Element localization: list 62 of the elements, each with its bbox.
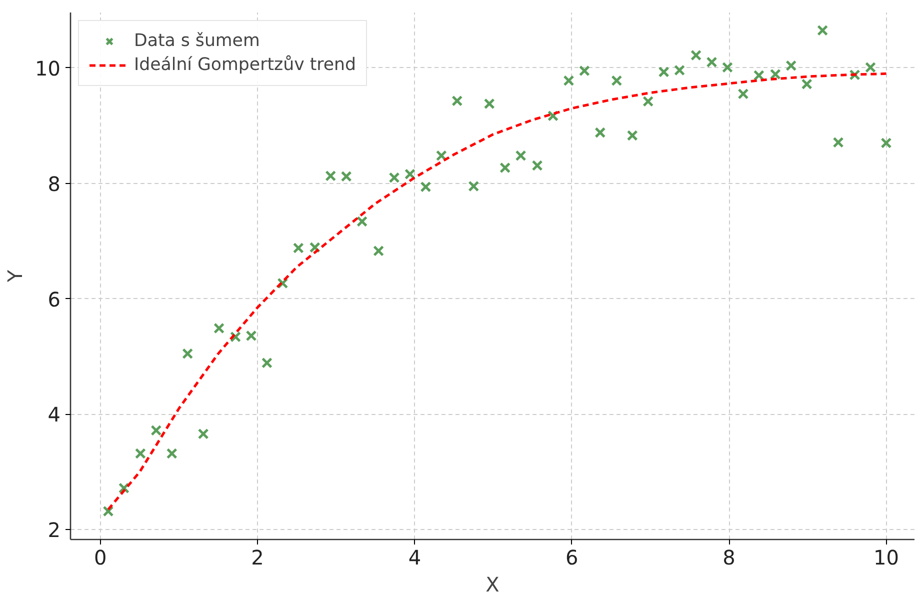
point xyxy=(753,70,764,81)
point xyxy=(356,216,368,227)
point xyxy=(722,62,733,73)
point xyxy=(468,180,480,192)
x-tick-label: 10 xyxy=(873,546,899,570)
point xyxy=(817,24,828,36)
point xyxy=(261,357,272,368)
point xyxy=(214,322,225,334)
point xyxy=(770,68,781,80)
point xyxy=(865,62,876,73)
point xyxy=(658,66,670,78)
point xyxy=(404,168,416,180)
point xyxy=(611,75,622,86)
x-tick-label: 4 xyxy=(408,546,422,570)
point xyxy=(325,170,336,182)
point xyxy=(246,330,257,342)
point xyxy=(500,162,511,174)
point xyxy=(801,78,812,90)
point xyxy=(578,65,590,76)
point xyxy=(230,331,242,342)
point xyxy=(706,56,718,68)
point xyxy=(373,245,384,256)
x-tick-label: 8 xyxy=(722,546,736,570)
y-tick-label: 2 xyxy=(48,518,61,542)
y-tick-label: 4 xyxy=(48,402,61,427)
point xyxy=(292,242,304,254)
point xyxy=(690,50,702,61)
point xyxy=(118,482,130,494)
point xyxy=(388,172,400,184)
line-series xyxy=(106,72,888,511)
point xyxy=(182,348,194,360)
point xyxy=(420,181,432,192)
point xyxy=(642,96,654,107)
x-tick-label: 2 xyxy=(251,546,264,570)
y-tick-label: 6 xyxy=(48,287,61,312)
point xyxy=(166,448,178,459)
point xyxy=(532,160,543,171)
point xyxy=(515,150,526,162)
point xyxy=(198,428,209,440)
x-tick-label: 6 xyxy=(566,546,578,570)
point xyxy=(134,448,146,459)
y-axis-title: Y xyxy=(3,269,28,284)
point xyxy=(626,130,638,141)
point xyxy=(594,127,606,138)
point xyxy=(786,60,797,72)
point xyxy=(452,95,463,106)
point xyxy=(484,98,495,110)
legend-label: Ideální Gompertzův trend xyxy=(134,55,356,75)
legend-label: Data s šumem xyxy=(134,31,260,51)
y-tick-label: 8 xyxy=(48,172,61,196)
point xyxy=(340,170,352,182)
point xyxy=(436,150,447,162)
x-axis-title: X xyxy=(486,572,500,596)
x-tick-label: 0 xyxy=(94,546,107,570)
point xyxy=(309,242,320,253)
y-tick-label: 10 xyxy=(35,56,61,80)
point xyxy=(674,64,686,76)
point xyxy=(563,75,574,86)
point xyxy=(150,424,162,436)
point xyxy=(832,136,844,148)
point xyxy=(738,88,749,100)
point xyxy=(880,137,892,148)
